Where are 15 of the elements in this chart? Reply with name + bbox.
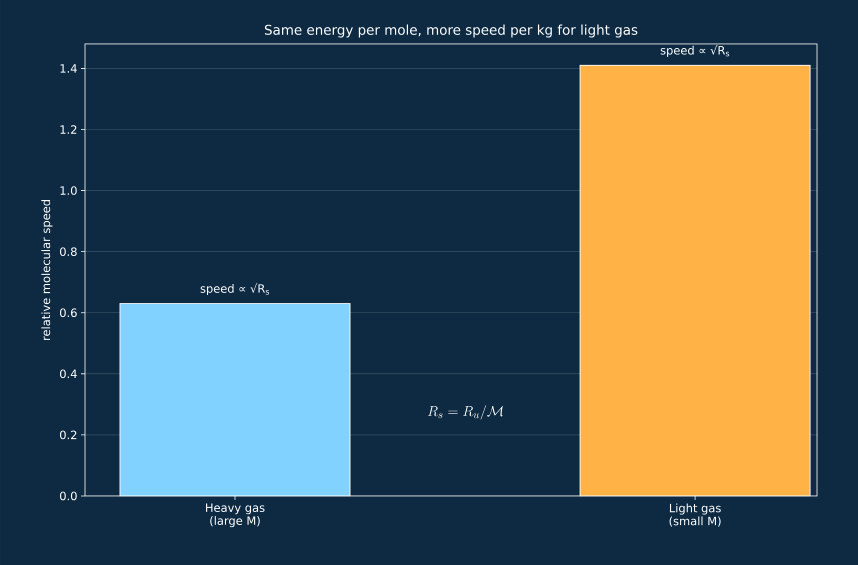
y-tick-label: 0.0	[60, 492, 77, 500]
y-tick-label: 0.2	[60, 430, 76, 440]
y-tick-label: 1.0	[60, 186, 77, 195]
y-tick-label: 0.8	[60, 247, 77, 256]
y-tick-label: 1.4	[60, 64, 77, 73]
x-tick-label: Light gas (small M)	[670, 504, 721, 527]
x-tick-label: Heavy gas (large M)	[206, 504, 265, 528]
y-tick-label: 1.2	[60, 125, 76, 134]
annotation: speed ∝ √R$_{s}$	[200, 283, 270, 296]
annotation: $R_s = R_u/\mathcal{M}$	[428, 405, 503, 420]
y-tick-label: 0.6	[60, 308, 77, 318]
y-tick-label: 0.4	[60, 369, 77, 378]
annotation: speed ∝ √R$_{s}$	[660, 45, 730, 57]
chart-title: Same energy per mole, more speed per kg for light gas	[264, 24, 638, 38]
y-axis-title: relative molecular speed	[41, 200, 52, 340]
